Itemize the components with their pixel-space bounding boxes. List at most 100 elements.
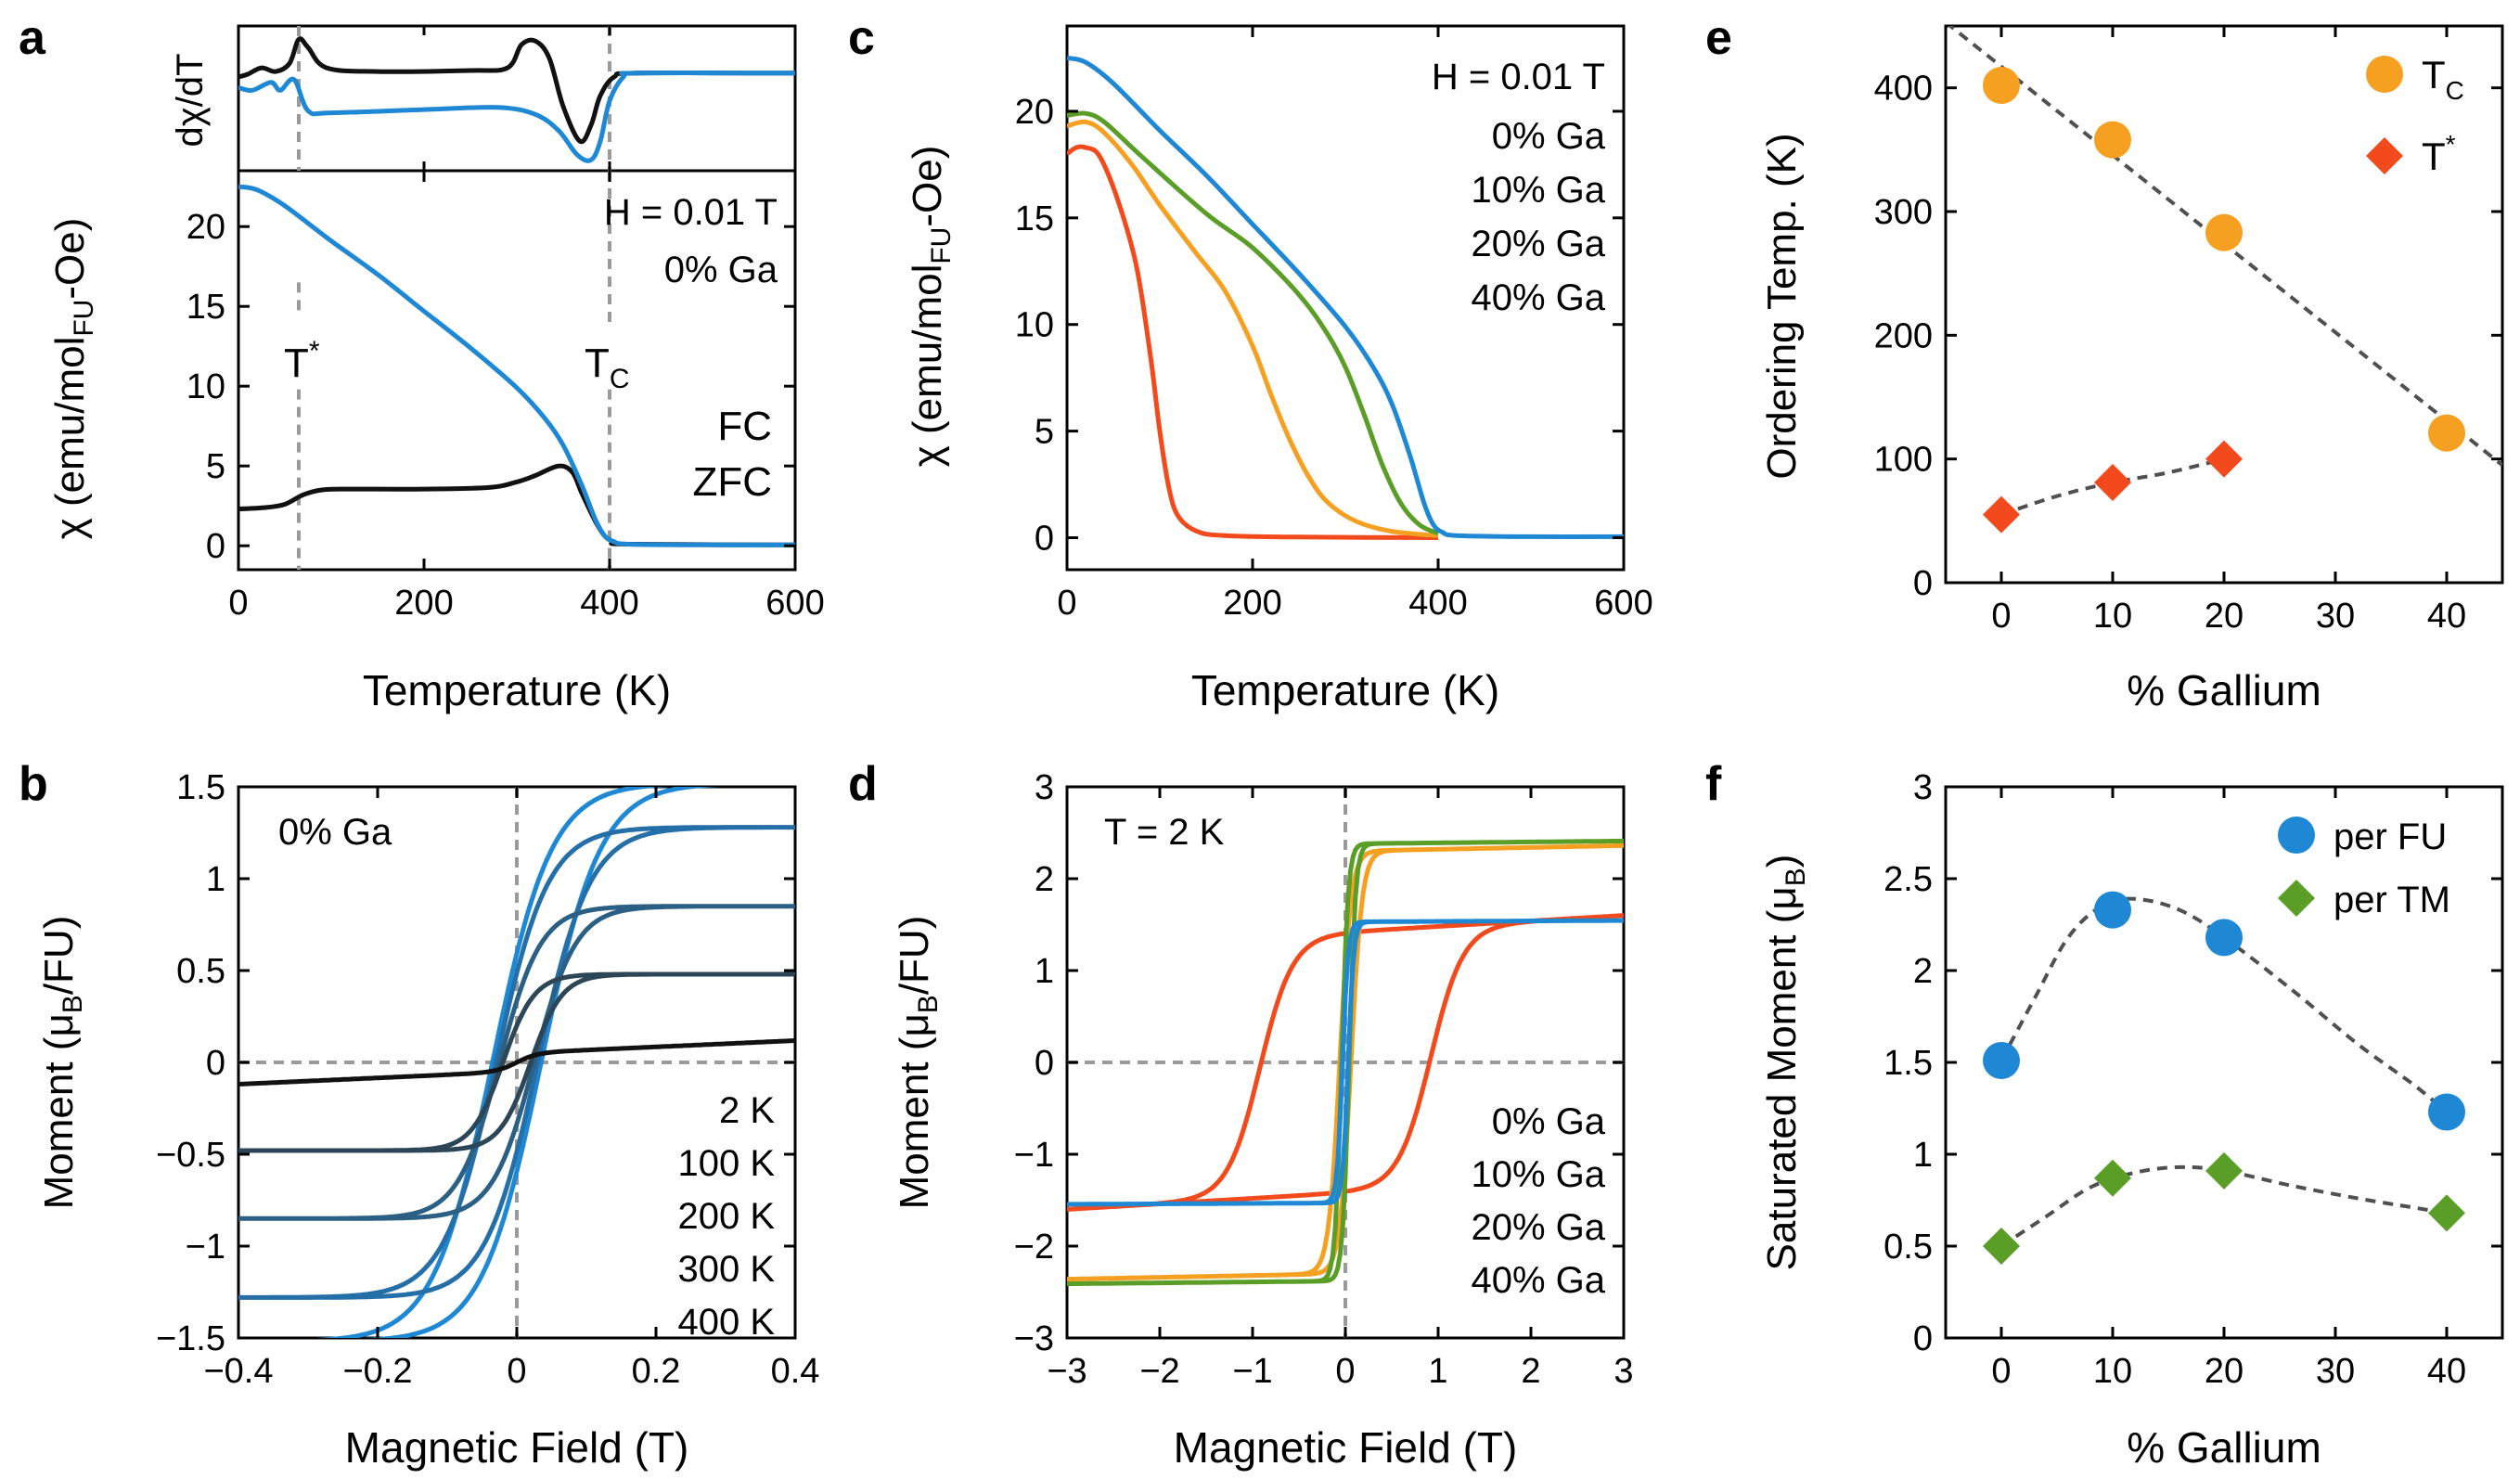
5-xtick-label: 20 xyxy=(2205,1352,2244,1391)
5-ytick-label: 2 xyxy=(1913,952,1933,991)
0-xtick-label: 400 xyxy=(580,584,638,623)
panel-e-point-tc xyxy=(2428,414,2465,452)
panel-f-point-per-fu xyxy=(2428,1093,2465,1131)
panel-d-x-axis-label: Magnetic Field (T) xyxy=(1174,1423,1518,1472)
panel-e-legend-marker-tstar xyxy=(2366,137,2403,174)
1-ytick-label: 1 xyxy=(206,860,225,899)
4-ytick-label: 0 xyxy=(1913,564,1933,603)
1-ytick-label: −1 xyxy=(186,1228,225,1267)
panel-b-legend-item: 100 K xyxy=(677,1143,775,1184)
panel-e-frame xyxy=(1944,24,2504,585)
panel-d-legend-item: 40% Ga xyxy=(1471,1260,1605,1301)
panel-b-x-axis-label: Magnetic Field (T) xyxy=(345,1423,689,1472)
3-ytick-label: −2 xyxy=(1014,1228,1054,1267)
4-xtick-label: 10 xyxy=(2093,597,2132,636)
1-y-axis-label: Moment (μB/FU) xyxy=(36,916,88,1210)
5-ytick-label: 1 xyxy=(1913,1136,1933,1175)
panel-f-legend-per-fu: per FU xyxy=(2334,817,2447,857)
panel-c-series xyxy=(1067,56,1624,539)
panel-label-c: c xyxy=(848,11,875,65)
5-ytick-label: 0.5 xyxy=(1884,1228,1933,1267)
panel-f-x-axis-label: % Gallium xyxy=(2127,1423,2321,1472)
3-ytick-label: 2 xyxy=(1035,860,1054,899)
panel-label-e: e xyxy=(1705,11,1732,65)
3-xtick-label: −1 xyxy=(1232,1352,1272,1391)
3-xtick-label: −2 xyxy=(1139,1352,1179,1391)
panel-f-point-per-tm xyxy=(2428,1194,2465,1232)
panel-b-loop-100k xyxy=(238,825,795,1300)
3-xtick-label: 3 xyxy=(1614,1352,1633,1391)
1-xtick-label: −0.4 xyxy=(203,1352,273,1391)
panel-d-loop xyxy=(1067,918,1624,1207)
5-ytick-label: 2.5 xyxy=(1884,860,1933,899)
3-xtick-label: 1 xyxy=(1428,1352,1447,1391)
0-ytick-label: 15 xyxy=(186,288,225,327)
panel-c-series xyxy=(1067,119,1439,538)
panel-f-point-per-tm xyxy=(2094,1159,2131,1197)
panel-e-tstar-guide xyxy=(2000,457,2225,517)
panel-a-x-axis-label: Temperature (K) xyxy=(363,666,671,714)
3-xtick-label: 2 xyxy=(1521,1352,1540,1391)
panel-d-loop xyxy=(1067,838,1624,1287)
0-xtick-label: 200 xyxy=(394,584,453,623)
0-ytick-label: 5 xyxy=(206,447,225,486)
0-ytick-label: 20 xyxy=(186,208,225,247)
panel-label-d: d xyxy=(848,757,878,811)
panel-e-point-tc xyxy=(2094,121,2131,159)
panel-a-tstar-label: T* xyxy=(284,336,320,386)
panel-label-b: b xyxy=(19,757,48,811)
2-ytick-label: 0 xyxy=(1035,520,1054,559)
panel-a-annotation-composition: 0% Ga xyxy=(664,250,778,290)
panel-a-frame xyxy=(237,169,797,572)
2-xtick-label: 200 xyxy=(1223,584,1281,623)
4-y-axis-label: Ordering Temp. (K) xyxy=(1759,133,1805,479)
panel-b: b −0.4 −0.2 0 0.2 0.4 −1.5 −1 −0.5 0 0.5 1 1.5 Magnet… xyxy=(19,757,819,1472)
4-xtick-label: 20 xyxy=(2205,597,2244,636)
panel-f-point-per-tm xyxy=(1983,1228,2020,1265)
5-ytick-label: 1.5 xyxy=(1884,1044,1933,1083)
3-ytick-label: −1 xyxy=(1014,1136,1054,1175)
panel-e-point-tstar xyxy=(1983,495,2020,534)
1-ytick-label: 0 xyxy=(206,1044,225,1083)
2-ytick-label: 15 xyxy=(1015,199,1054,238)
5-ytick-label: 0 xyxy=(1913,1319,1933,1358)
3-ytick-label: 3 xyxy=(1035,768,1054,807)
panel-e-point-tc xyxy=(1983,67,2020,104)
panel-c-legend-item: 0% Ga xyxy=(1492,116,1606,157)
1-ytick-label: −0.5 xyxy=(156,1136,225,1175)
panel-c-series xyxy=(1067,110,1440,536)
4-ytick-label: 100 xyxy=(1874,441,1933,480)
panel-d-loop xyxy=(1067,842,1624,1282)
panel-f-point-per-fu xyxy=(1983,1042,2020,1080)
panel-d: d −3 −2 −1 0 1 2 3 −3 −2 −1 0 1 2 3 Magnetic Field (T) M… xyxy=(848,757,1634,1472)
panel-b-loop-300k xyxy=(238,971,795,1153)
panel-a-derivative-fc xyxy=(238,71,795,163)
panel-f-point-per-fu xyxy=(2205,919,2243,957)
panel-c-annotation: H = 0.01 T xyxy=(1432,57,1605,97)
4-xtick-label: 40 xyxy=(2427,597,2466,636)
panel-d-annotation: T = 2 K xyxy=(1104,812,1225,853)
panel-e-x-axis-label: % Gallium xyxy=(2127,666,2321,714)
panel-a-legend-zfc: ZFC xyxy=(692,459,772,505)
1-ytick-label: −1.5 xyxy=(156,1319,225,1358)
panel-f-legend-marker-per-fu xyxy=(2278,817,2315,854)
1-ytick-label: 0.5 xyxy=(176,952,225,991)
panel-f-point-per-fu xyxy=(2094,891,2131,929)
panel-a-top-frame xyxy=(237,24,797,173)
panel-b-legend-item: 400 K xyxy=(677,1302,775,1343)
3-ytick-label: 1 xyxy=(1035,952,1054,991)
panel-label-f: f xyxy=(1705,757,1722,811)
5-ytick-label: 3 xyxy=(1913,768,1933,807)
panel-c-legend-item: 10% Ga xyxy=(1471,170,1605,211)
panel-a-series-fc xyxy=(238,184,795,547)
panel-a: a 0 200 400 600 0 5 10 15 20 Temperature (K) χ (emu… xyxy=(19,11,825,714)
panel-e-point-tstar xyxy=(2205,440,2243,478)
2-xtick-label: 600 xyxy=(1594,584,1652,623)
panel-b-loop-200k xyxy=(238,904,795,1221)
panel-a-annotation-field: H = 0.01 T xyxy=(604,192,778,233)
panel-b-annotation: 0% Ga xyxy=(278,812,392,853)
panel-d-loop xyxy=(1067,913,1624,1212)
panel-d-legend-item: 20% Ga xyxy=(1471,1207,1605,1248)
panel-f: f 0 10 20 30 40 0 0.5 1 1.5 2 2.5 3 % Gallium Saturate… xyxy=(1705,757,2504,1472)
